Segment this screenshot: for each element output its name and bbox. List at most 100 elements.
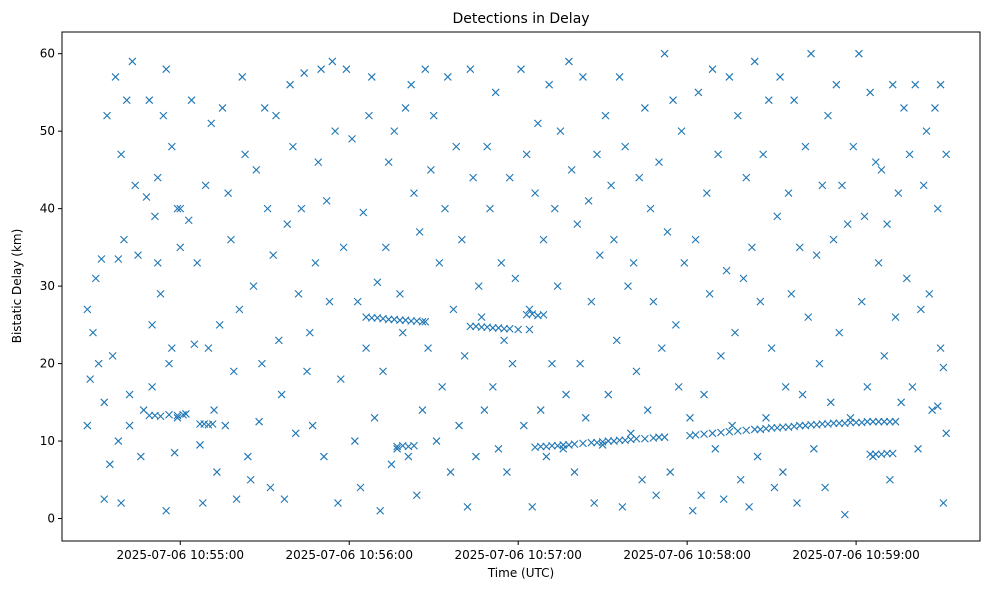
data-point-marker [624, 282, 632, 291]
data-point-marker [184, 216, 193, 225]
data-point-marker [548, 359, 556, 368]
chart-title: Detections in Delay [452, 11, 589, 27]
data-point-marker [83, 421, 92, 430]
data-point-marker [886, 417, 894, 426]
data-point-marker [660, 433, 669, 442]
data-point-marker [208, 420, 217, 428]
data-point-marker [159, 111, 168, 120]
data-point-marker [742, 173, 751, 182]
data-point-marker [914, 444, 922, 453]
data-point-marker [925, 289, 934, 298]
data-point-marker [497, 258, 506, 267]
data-point-marker [567, 166, 576, 174]
data-point-marker [708, 429, 717, 438]
data-point-marker [483, 142, 492, 151]
data-point-marker [655, 433, 663, 442]
data-point-marker [581, 413, 590, 422]
data-point-marker [381, 243, 390, 252]
data-point-marker [891, 313, 900, 321]
data-point-marker [888, 449, 897, 458]
data-point-marker [877, 166, 886, 174]
data-point-marker [621, 142, 630, 151]
data-point-marker [125, 390, 134, 399]
data-point-marker [579, 73, 587, 81]
data-point-marker [311, 258, 320, 267]
data-point-marker [227, 235, 235, 244]
data-point-marker [725, 73, 734, 81]
data-point-marker [607, 181, 615, 190]
data-point-marker [317, 65, 325, 74]
data-point-marker [443, 73, 452, 81]
data-point-marker [536, 442, 545, 451]
data-point-marker [888, 80, 897, 89]
data-point-marker [790, 96, 799, 105]
data-point-marker [863, 417, 872, 426]
y-tick-label: 60 [40, 47, 55, 61]
data-point-marker [812, 251, 821, 260]
data-point-marker [308, 421, 317, 430]
data-point-marker [584, 197, 593, 205]
data-point-marker [553, 282, 562, 291]
data-point-marker [201, 181, 210, 190]
x-axis: 2025-07-06 10:55:00 2025-07-06 10:56:00 20… [117, 541, 920, 562]
data-point-marker [604, 390, 613, 399]
data-point-marker [272, 111, 280, 120]
data-point-marker [421, 65, 430, 74]
data-point-marker [863, 382, 872, 391]
data-point-marker [452, 142, 461, 151]
data-point-marker [773, 212, 782, 221]
data-point-marker [156, 289, 165, 298]
data-point-marker [753, 452, 762, 461]
data-point-marker [725, 427, 734, 436]
data-point-marker [404, 452, 413, 461]
data-point-marker [193, 258, 202, 267]
data-point-marker [148, 382, 156, 391]
data-point-marker [274, 336, 283, 345]
data-point-marker [94, 359, 103, 368]
data-point-marker [579, 439, 587, 448]
data-point-marker [714, 150, 723, 159]
data-point-marker [125, 421, 134, 430]
data-point-marker [908, 382, 917, 391]
data-point-marker [745, 503, 753, 511]
data-point-marker [519, 421, 528, 430]
data-point-marker [407, 317, 416, 325]
data-point-marker [826, 398, 835, 407]
data-point-marker [365, 111, 373, 120]
y-tick-label: 40 [40, 202, 55, 216]
data-point-marker [97, 255, 106, 263]
data-point-marker [629, 258, 638, 267]
data-point-marker [415, 227, 424, 236]
data-point-marker [801, 142, 810, 151]
data-point-marker [83, 305, 92, 314]
data-point-marker [767, 423, 776, 432]
data-point-marker [297, 204, 306, 213]
data-point-marker [570, 468, 579, 476]
data-point-marker [286, 80, 294, 89]
data-point-marker [548, 441, 556, 450]
data-point-marker [334, 499, 342, 507]
data-point-marker [528, 310, 537, 318]
data-point-marker [438, 382, 447, 391]
data-point-marker [390, 127, 399, 136]
data-point-marker [477, 323, 486, 332]
data-point-marker [604, 437, 613, 445]
data-point-marker [883, 220, 891, 229]
data-point-marker [294, 289, 303, 298]
data-point-marker [153, 258, 162, 267]
data-point-marker [874, 258, 883, 267]
data-point-marker [897, 398, 906, 407]
x-axis-label: Time (UTC) [487, 566, 554, 580]
data-point-marker [570, 440, 579, 449]
data-point-marker [362, 344, 371, 352]
y-tick-label: 50 [40, 124, 55, 138]
data-point-marker [145, 96, 154, 105]
data-point-marker [939, 499, 948, 507]
data-point-marker [593, 150, 601, 159]
data-point-marker [165, 410, 173, 419]
data-point-marker [418, 406, 427, 414]
data-point-marker [252, 166, 261, 174]
data-point-marker [536, 406, 545, 414]
data-point-marker [393, 444, 401, 453]
data-point-marker [494, 444, 503, 453]
